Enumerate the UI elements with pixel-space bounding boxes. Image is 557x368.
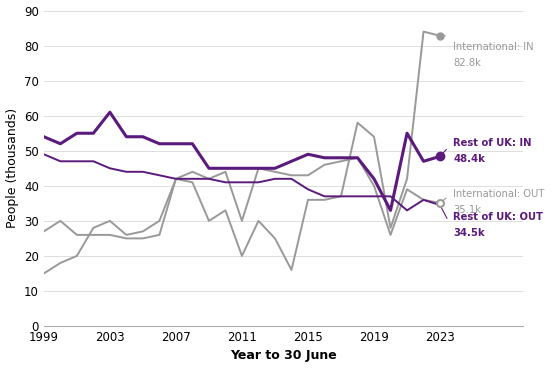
Text: 82.8k: 82.8k [453,58,481,68]
Y-axis label: People (thousands): People (thousands) [6,108,18,229]
Text: International: OUT: International: OUT [453,189,545,199]
Text: Rest of UK: OUT: Rest of UK: OUT [453,212,543,222]
Text: 35.1k: 35.1k [453,205,481,215]
X-axis label: Year to 30 June: Year to 30 June [230,350,336,362]
Text: Rest of UK: IN: Rest of UK: IN [453,138,532,149]
Text: 34.5k: 34.5k [453,228,485,238]
Text: 48.4k: 48.4k [453,154,485,164]
Text: International: IN: International: IN [453,42,534,52]
